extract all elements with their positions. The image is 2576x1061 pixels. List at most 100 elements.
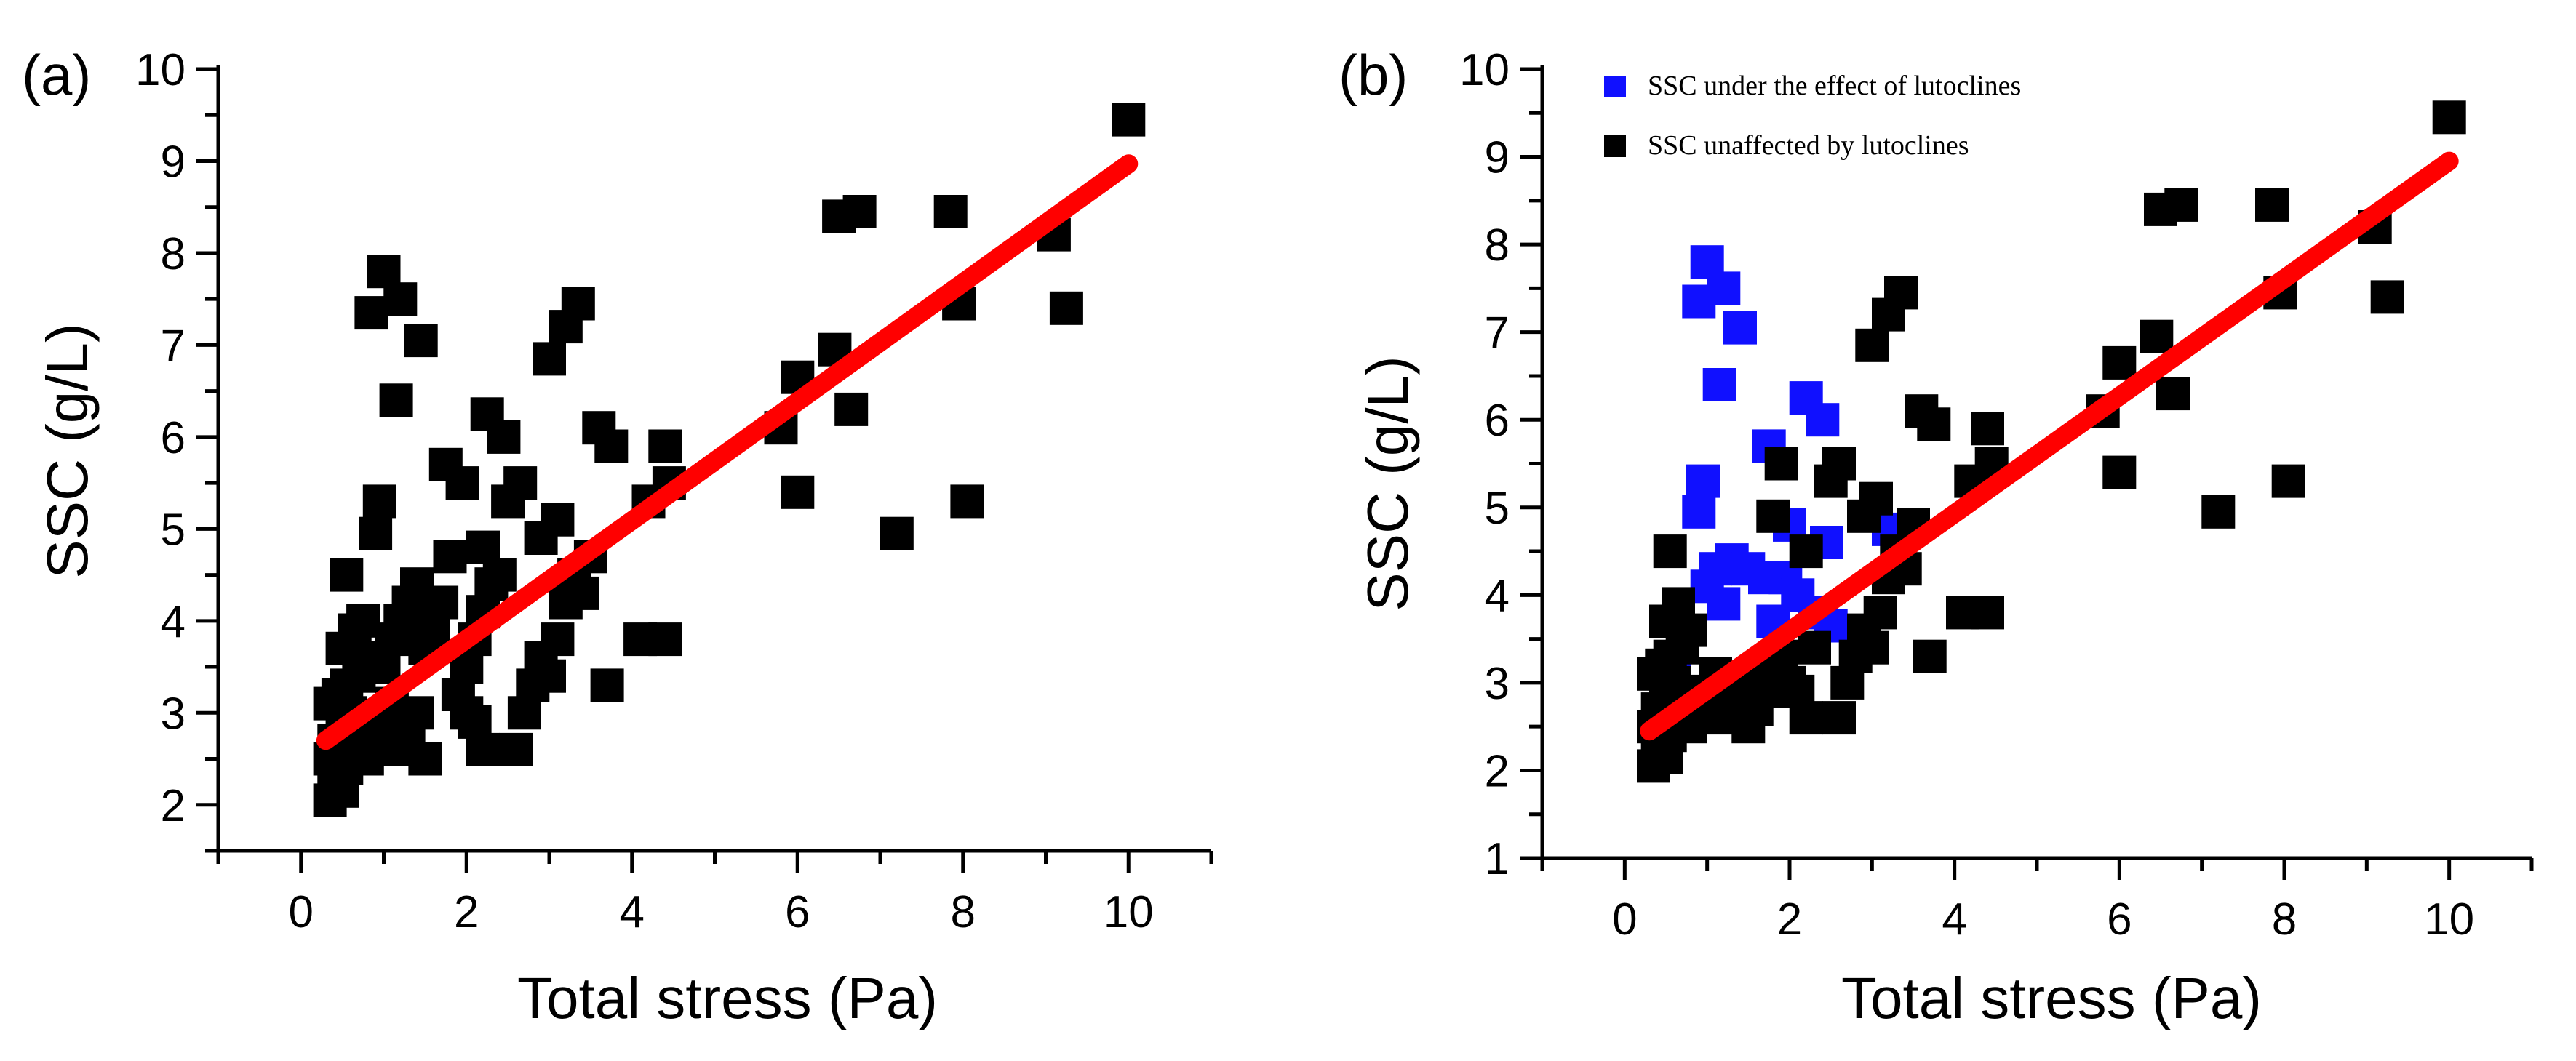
panel-b-x-tick-label: 0 [1612,894,1637,945]
panel-b-point-s0-9 [1707,587,1741,621]
legend-label-lutocline: SSC under the effect of lutoclines [1648,71,2021,101]
panel-a-point-s0-80 [648,429,682,463]
panel-b-label: (b) [1339,43,1408,107]
panel-a-point-s0-56 [503,466,538,500]
panel-b-point-s1-64 [2102,455,2137,489]
panel-a-point-s0-42 [433,540,467,574]
panel-a-x-tick-label: 6 [785,887,810,937]
panel-a-point-s0-33 [408,742,442,776]
panel-b-point-s1-17 [1653,534,1687,569]
legend-label-unaffected: SSC unaffected by lutoclines [1648,130,1969,161]
panel-b-x-tick-label: 10 [2424,894,2474,945]
panel-b-point-s0-2 [1707,271,1741,305]
panel-a-y-tick-label: 8 [161,229,186,279]
panel-b-point-s1-16 [1662,587,1695,621]
panel-a-point-s0-76 [594,429,629,463]
panel-a-x-tick-label: 10 [1104,887,1154,937]
panel-b-x-tick-label: 8 [2272,894,2297,945]
panel-a-point-s0-44 [445,466,479,500]
panel-b-point-s0-6 [1686,464,1720,498]
legend-swatch-unaffected [1604,135,1626,157]
panel-a-point-s0-54 [482,558,517,592]
panel-a-y-axis-title: SSC (g/L) [35,323,100,578]
panel-a-fit-line [316,154,1139,750]
panel-b-y-tick-label: 7 [1485,308,1510,359]
panel-b-point-s1-43 [1855,630,1889,665]
panel-b-y-axis-title: SSC (g/L) [1355,356,1420,611]
panel-a-axes: 0 2 4 6 8 10 2 3 4 5 6 7 8 9 10 [135,45,1213,937]
panel-b-y-tick-label: 5 [1485,484,1510,534]
panel-b-point-s1-34 [1756,499,1790,533]
panel-b-point-s1-51 [1913,639,1947,673]
panel-b-point-s1-70 [2255,188,2289,222]
panel-b-point-s1-56 [1917,407,1951,441]
panel-a-y-tick-label: 6 [161,413,186,463]
panel-a-fit [316,154,1139,750]
panel-b-y-tick-label: 4 [1485,571,1510,621]
panel-a-point-s0-84 [781,475,815,509]
panel-b-point-s1-67 [2140,319,2174,353]
panel-a-points [313,103,1146,817]
panel-b-point-s0-19 [1806,403,1840,437]
panel-b-point-s1-39 [1822,701,1856,735]
panel-a-point-s0-74 [561,287,595,321]
legend: SSC under the effect of lutoclines SSC u… [1604,71,2021,161]
panel-b-y-tick-label: 3 [1485,659,1510,709]
panel-b-point-s1-75 [2432,100,2466,135]
panel-a-y-tick-label: 10 [135,45,186,95]
panel-a-y-tick-label: 4 [161,597,186,647]
panel-b-y-tick-label: 6 [1485,396,1510,446]
panel-b-point-s1-74 [2370,280,2404,314]
panel-a-point-s0-41 [425,585,459,620]
panel-b-point-s1-35 [1764,447,1798,481]
panel-a-point-s0-48 [466,732,500,766]
panel-b-point-s0-4 [1702,368,1736,401]
panel-a-y-tick-label: 3 [161,689,186,739]
panel-b-y-tick-label: 9 [1485,133,1510,183]
panel-a-y-tick-label: 5 [161,505,186,555]
panel-a-point-s0-20 [362,484,396,519]
panel-a-x-tick-label: 8 [951,887,976,937]
panel-a-point-s0-23 [383,282,418,316]
panel-a-point-s0-89 [880,516,914,550]
panel-a-x-axis-title: Total stress (Pa) [517,966,938,1030]
panel-b-point-s1-69 [2201,495,2236,529]
panel-a-point-s0-88 [834,392,869,426]
panel-a-point-s0-95 [1112,103,1146,137]
panel-a-point-s0-21 [354,296,388,330]
panel-b-point-s1-32 [1789,701,1823,735]
panel-a-x-tick-label: 2 [454,887,479,937]
panel-a-point-s0-63 [533,659,566,693]
panel-a-y-tick-label: 2 [161,781,186,831]
panel-b-point-s1-52 [1855,328,1889,362]
panel-b-x-tick-label: 4 [1942,894,1966,945]
panel-b-point-s1-44 [1863,596,1897,630]
panel-b-point-s1-33 [1798,630,1831,665]
legend-swatch-lutocline [1604,76,1626,97]
panel-b-point-s1-60 [1971,412,2004,446]
panel-b-fit [1640,151,2459,741]
panel-b-point-s1-58 [1971,596,2004,630]
panel-a-point-s0-78 [648,622,682,657]
panel-a-point-s0-24 [404,324,438,358]
panel-a-point-s0-58 [487,420,521,454]
panel-a-x-tick-label: 4 [620,887,645,937]
panel-a-point-s0-94 [1049,291,1083,325]
panel-a-point-s0-92 [950,484,984,519]
panel-b-point-s1-38 [1822,447,1856,481]
panel-b-point-s1-68 [2156,377,2190,411]
panel-b-point-s1-72 [2271,464,2305,498]
panel-b-y-tick-label: 1 [1485,834,1510,884]
panel-a-point-s0-59 [499,732,533,766]
panel-b-point-s0-3 [1723,311,1757,345]
panel-b-point-s1-36 [1789,534,1823,569]
panel-a-point-s0-25 [379,383,413,417]
panel-b-point-s1-48 [1847,499,1881,533]
panel-a-point-s0-90 [933,195,968,228]
panel-a-point-s0-69 [565,576,599,610]
panel-b-point-s0-5 [1682,495,1716,529]
panel-b-fit-line [1640,151,2459,741]
panel-b-x-tick-label: 6 [2107,894,2132,945]
